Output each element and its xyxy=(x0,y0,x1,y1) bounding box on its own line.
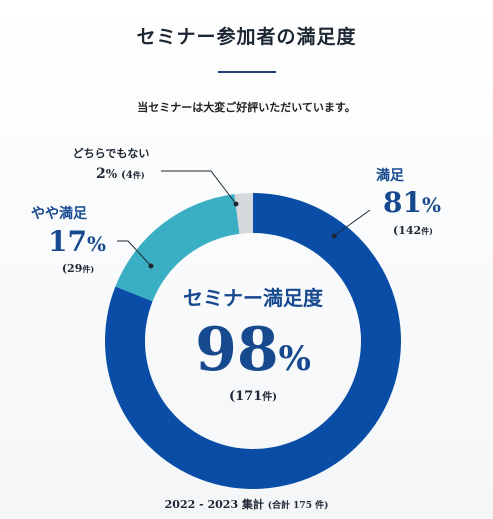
label-neutral-pct-number: 2 xyxy=(96,166,106,182)
label-neutral-count-unit: 件) xyxy=(133,170,145,180)
footer-total: (合計 175 件) xyxy=(267,501,329,511)
footer-main: 2022 - 2023 集計 xyxy=(164,498,264,511)
label-satisfied-count-unit: 件) xyxy=(421,226,433,236)
label-somewhat-name: やや満足 xyxy=(31,205,88,222)
label-satisfied-pct-sign: % xyxy=(422,193,441,217)
center-count-number: (171 xyxy=(229,389,262,404)
chart-subtitle: 当セミナーは大変ご好評いただいています。 xyxy=(137,101,356,114)
label-satisfied-count-number: (142 xyxy=(393,224,421,237)
center-percent-sign: % xyxy=(279,339,311,379)
center-percent: 98% xyxy=(195,315,311,385)
leader-somewhat-dot xyxy=(148,263,154,269)
label-somewhat-count: (29件) xyxy=(62,262,95,275)
donut-slice-somewhat xyxy=(115,194,240,302)
label-satisfied-name: 満足 xyxy=(376,167,405,184)
leader-neutral xyxy=(161,170,237,205)
chart-title: セミナー参加者の満足度 xyxy=(136,26,357,48)
center-count-unit: 件) xyxy=(262,390,277,403)
label-neutral-count-number: (4 xyxy=(121,170,133,181)
donut-slices xyxy=(105,193,402,490)
title-underline xyxy=(218,71,276,73)
donut-slice-neutral xyxy=(234,193,253,234)
label-satisfied-pct: 81% xyxy=(383,186,441,219)
leader-satisfied-dot xyxy=(331,233,337,239)
leader-somewhat xyxy=(117,240,152,267)
label-somewhat-count-number: (29 xyxy=(62,262,83,275)
label-somewhat-pct-number: 17 xyxy=(48,225,87,258)
label-neutral-pct: 2% (4件) xyxy=(96,166,145,182)
center-count: (171件) xyxy=(229,389,277,404)
label-neutral-pct-sign: % xyxy=(106,167,118,181)
center-percent-number: 98 xyxy=(195,315,279,385)
center-label: セミナー満足度 xyxy=(183,286,324,310)
label-neutral-name: どちらでもない xyxy=(73,147,150,160)
label-somewhat-pct: 17% xyxy=(48,225,106,258)
label-somewhat-pct-sign: % xyxy=(87,232,106,256)
leader-neutral-dot xyxy=(233,201,239,207)
footer-note: 2022 - 2023 集計 (合計 175 件) xyxy=(0,496,493,512)
label-somewhat-count-unit: 件) xyxy=(82,264,94,274)
label-satisfied-pct-number: 81 xyxy=(383,186,422,219)
label-satisfied-count: (142件) xyxy=(393,224,433,237)
leader-satisfied xyxy=(333,209,371,237)
